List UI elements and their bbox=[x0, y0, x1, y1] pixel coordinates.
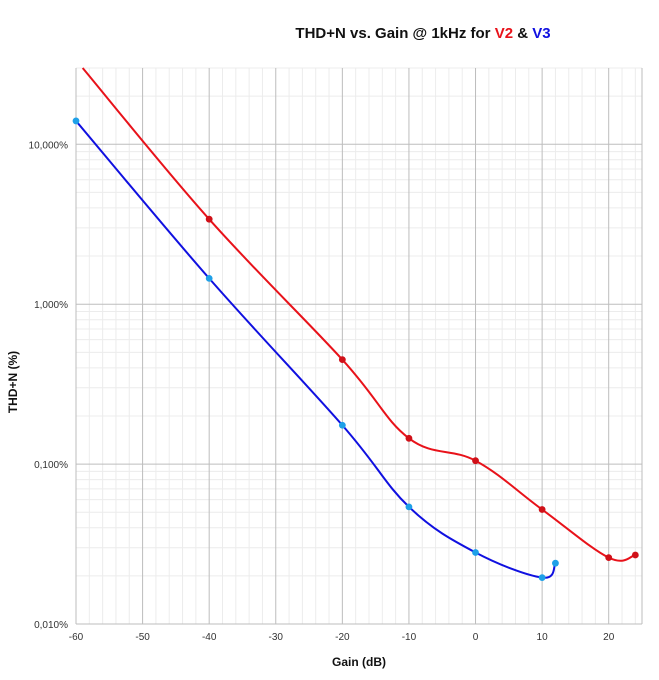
chart-title-part-2: & bbox=[513, 25, 532, 42]
y-tick-label: 0,100% bbox=[34, 460, 68, 471]
x-tick-label: -30 bbox=[269, 632, 284, 643]
y-tick-label: 0,010% bbox=[34, 620, 68, 631]
data-point-V2 bbox=[338, 356, 346, 364]
chart-title-part-3: V3 bbox=[532, 25, 550, 42]
data-point-V3 bbox=[472, 549, 479, 556]
y-axis-label: THD+N (%) bbox=[6, 351, 20, 413]
x-tick-label: -50 bbox=[135, 632, 150, 643]
y-tick-label: 1,000% bbox=[34, 300, 68, 311]
data-point-V3 bbox=[72, 117, 80, 125]
x-tick-labels: -60 -50 -40 -30 -20 -10 0 10 20 bbox=[69, 632, 615, 643]
data-point-V2 bbox=[631, 551, 639, 559]
data-point-V3 bbox=[538, 574, 546, 582]
data-point-V2 bbox=[472, 457, 479, 465]
x-tick-label: 0 bbox=[473, 632, 479, 643]
data-point-V3 bbox=[205, 274, 213, 282]
x-tick-label: 20 bbox=[603, 632, 615, 643]
series-line-V3 bbox=[75, 120, 557, 579]
chart-title-part-1: V2 bbox=[495, 25, 513, 42]
x-tick-label: -40 bbox=[202, 632, 217, 643]
data-point-V2 bbox=[538, 506, 546, 513]
x-tick-label: -20 bbox=[335, 632, 350, 643]
data-point-V3 bbox=[552, 559, 559, 567]
x-tick-label: 10 bbox=[537, 632, 549, 643]
x-axis-label: Gain (dB) bbox=[332, 655, 386, 669]
data-point-V3 bbox=[338, 421, 346, 429]
x-tick-label: -60 bbox=[69, 632, 84, 643]
data-point-V2 bbox=[205, 215, 213, 223]
data-point-V2 bbox=[605, 554, 613, 562]
data-point-V2 bbox=[405, 434, 413, 442]
chart-title-part-0: THD+N vs. Gain @ 1kHz for bbox=[295, 25, 494, 42]
y-tick-label: 10,000% bbox=[29, 140, 69, 151]
chart-title: THD+N vs. Gain @ 1kHz for V2 & V3 bbox=[295, 25, 550, 42]
minor-grid bbox=[76, 67, 642, 624]
data-point-V3 bbox=[405, 503, 413, 511]
y-tick-labels: 10,000% 1,000% 0,100% 0,010% bbox=[29, 140, 69, 631]
series-points bbox=[72, 117, 639, 582]
x-tick-label: -10 bbox=[402, 632, 417, 643]
major-grid bbox=[75, 68, 643, 625]
series-line-V2 bbox=[81, 67, 636, 562]
